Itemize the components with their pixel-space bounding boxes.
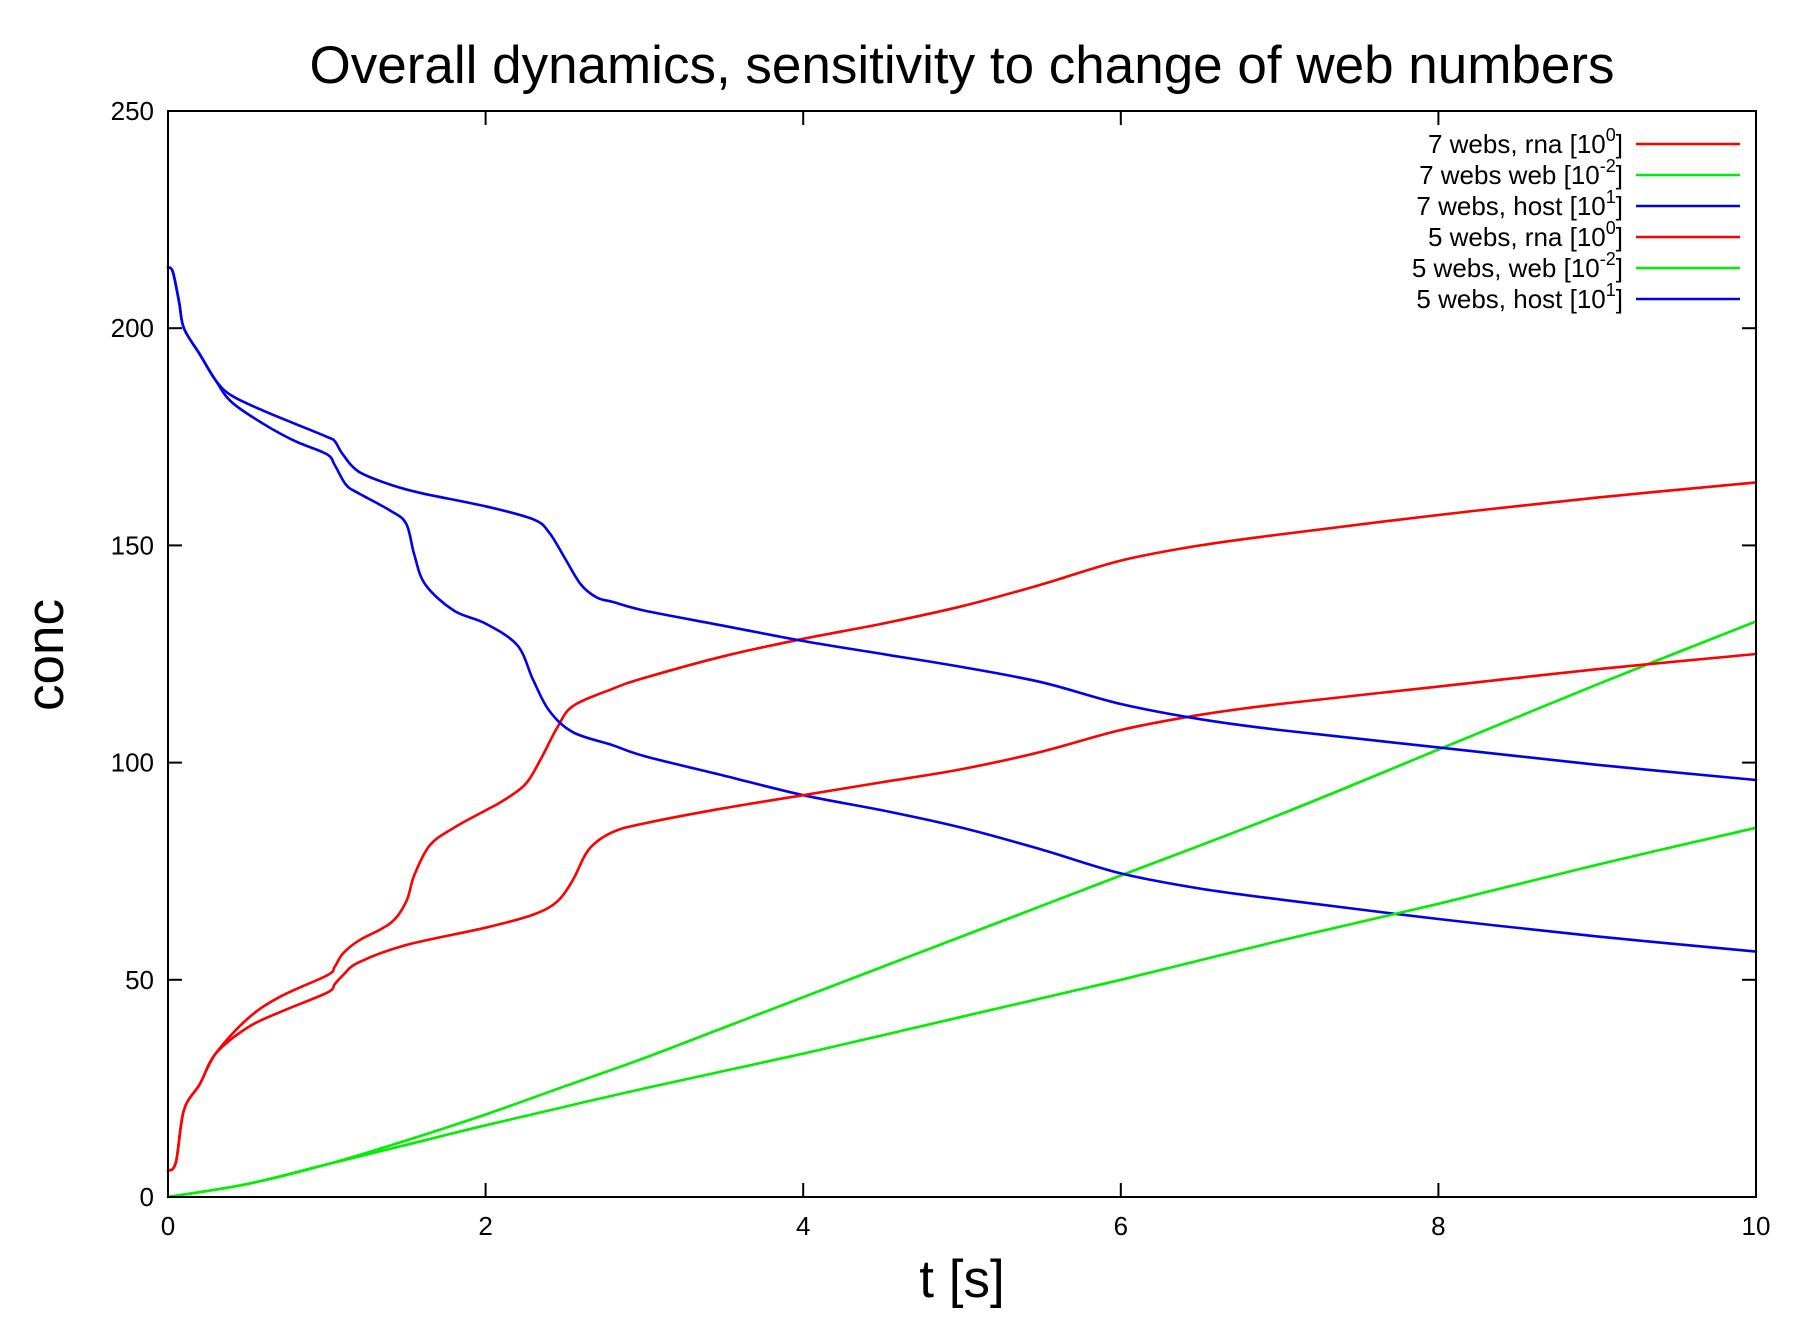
legend: 7 webs, rna [100]7 webs web [10-2]7 webs… [1412, 125, 1740, 314]
series-line-6 [166, 266, 1758, 782]
x-tick-label: 4 [796, 1211, 810, 1241]
legend-label-5: 5 webs, web [10-2] [1412, 249, 1623, 283]
series-line-1 [166, 481, 1758, 1173]
y-tick-label: 150 [111, 530, 154, 560]
legend-label-4: 5 webs, rna [100] [1428, 218, 1623, 252]
legend-label-3: 7 webs, host [101] [1416, 187, 1623, 221]
plot-frame [167, 110, 1757, 1198]
series-line-2 [166, 620, 1758, 1199]
x-tick-label: 0 [161, 1211, 175, 1241]
x-tick-label: 2 [478, 1211, 492, 1241]
y-tick-label: 50 [125, 965, 154, 995]
y-tick-label: 100 [111, 748, 154, 778]
y-axis-label: conc [16, 599, 75, 711]
x-tick-label: 8 [1431, 1211, 1445, 1241]
legend-label-1: 7 webs, rna [100] [1428, 125, 1623, 159]
legend-label-6: 5 webs, host [101] [1416, 280, 1623, 314]
series-line-4 [166, 652, 1758, 1173]
series-line-3 [166, 266, 1758, 953]
y-tick-label: 250 [111, 96, 154, 126]
chart-title: Overall dynamics, sensitivity to change … [310, 36, 1615, 95]
x-axis-label: t [s] [919, 1250, 1004, 1309]
y-tick-label: 200 [111, 313, 154, 343]
x-tick-label: 6 [1114, 1211, 1128, 1241]
x-tick-label: 10 [1742, 1211, 1771, 1241]
legend-label-2: 7 webs web [10-2] [1419, 156, 1623, 190]
y-tick-label: 0 [140, 1182, 154, 1212]
series-lines [166, 266, 1758, 1199]
series-line-5 [166, 826, 1758, 1199]
